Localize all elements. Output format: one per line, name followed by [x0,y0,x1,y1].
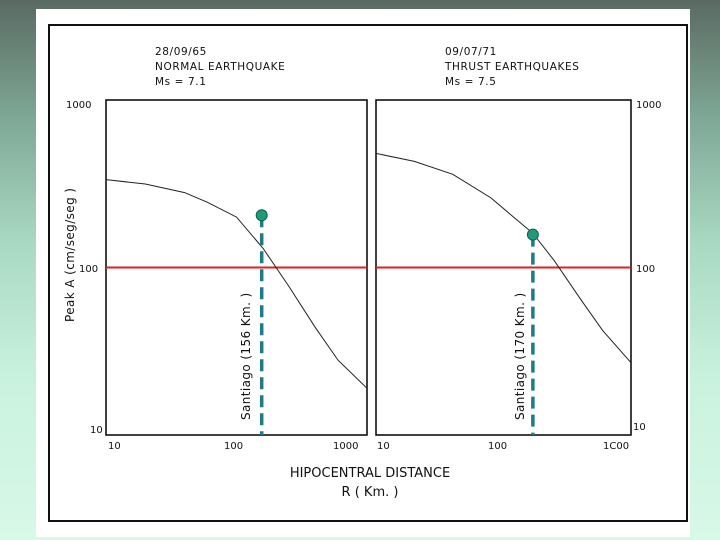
panel2-attenuation-curve [375,152,632,364]
panel2-xtick-1000: 1C00 [603,441,629,452]
panel2-title-line2: THRUST EARTHQUAKES [444,61,579,73]
panel1-title-line3: Ms = 7.1 [155,76,207,88]
panel1-ytick-100: 100 [79,264,98,275]
panel1-ytick-1000: 1000 [66,100,91,111]
panel1-xtick-100: 100 [224,441,243,452]
y-axis-title: Peak A (cm/seg/seg ) [63,188,77,322]
panel2-santiago-annotation: Santiago (170 Km. ) [513,292,527,420]
x-axis-title: HIPOCENTRAL DISTANCE [290,466,450,481]
panel1-ytick-10: 10 [90,425,103,436]
panel2-ytick-100: 100 [636,264,655,275]
x-axis-unit: R ( Km. ) [342,485,399,500]
panel1-xtick-1000: 1000 [333,441,358,452]
figure-frame [48,24,688,522]
panel1-santiago-marker [255,209,268,222]
panel2-ytick-10: 10 [633,422,646,433]
panel2-xtick-10: 10 [377,441,390,452]
panel1-title-line1: 28/09/65 [155,46,207,58]
panel1-xtick-10: 10 [108,441,121,452]
panel1-title-line2: NORMAL EARTHQUAKE [155,61,285,73]
panel2-title-line1: 09/07/71 [445,46,497,58]
panel2-title-line3: Ms = 7.5 [445,76,497,88]
panel1-santiago-annotation: Santiago (156 Km. ) [239,292,253,420]
chart-marks [105,152,632,435]
panel2-ytick-1000: 1000 [636,100,661,111]
panel2-santiago-marker [526,228,539,241]
panel2-xtick-100: 100 [488,441,507,452]
panel1-attenuation-curve [105,179,368,389]
